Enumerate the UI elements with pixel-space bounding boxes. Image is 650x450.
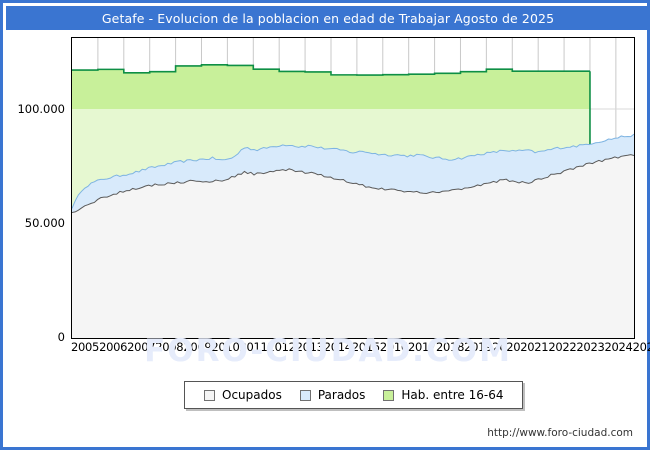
x-tick-label-2022: 2022 (548, 340, 577, 354)
x-tick-label-2010: 2010 (211, 340, 240, 354)
legend-item-ocupados[interactable]: Ocupados (204, 388, 282, 402)
footer-url: http://www.foro-ciudad.com (487, 427, 633, 439)
plot-area (71, 37, 635, 339)
series-parados (72, 133, 634, 213)
x-tick-label-2007: 2007 (127, 340, 156, 354)
legend-item-parados[interactable]: Parados (299, 388, 366, 402)
y-axis-labels: 100.000 50.000 0 (3, 3, 65, 363)
plot-canvas (71, 37, 635, 339)
parados-area-fill (72, 134, 634, 213)
ocupados-area-fill (72, 154, 634, 338)
legend-label-ocupados: Ocupados (222, 388, 282, 402)
y-tick-label-0: 0 (57, 330, 65, 344)
ocupados-line (72, 154, 634, 214)
legend-item-hab-16-64[interactable]: Hab. entre 16-64 (383, 388, 503, 402)
legend-swatch-ocupados (204, 389, 215, 401)
parados-line (72, 133, 634, 209)
window-title-bar: Getafe - Evolucion de la poblacion en ed… (6, 6, 650, 30)
hab-step-line (72, 63, 590, 76)
x-tick-label-2006: 2006 (99, 340, 128, 354)
x-tick-label-2015: 2015 (351, 340, 380, 354)
x-tick-label-2020: 2020 (492, 340, 521, 354)
x-tick-label-2024: 2024 (604, 340, 633, 354)
x-tick-label-2013: 2013 (295, 340, 324, 354)
x-tick-label-2009: 2009 (183, 340, 212, 354)
y-tick-label-100000: 100.000 (17, 102, 65, 116)
x-tick-label-2014: 2014 (323, 340, 352, 354)
page-title: Getafe - Evolucion de la poblacion en ed… (101, 10, 555, 26)
legend-label-parados: Parados (317, 388, 366, 402)
legend-label-hab-16-64: Hab. entre 16-64 (401, 388, 504, 402)
chart-legend: Ocupados Parados Hab. entre 16-64 (184, 381, 524, 409)
x-tick-label-2019: 2019 (464, 340, 493, 354)
x-tick-label-2018: 2018 (436, 340, 465, 354)
x-tick-label-2021: 2021 (520, 340, 549, 354)
x-tick-label-2005: 2005 (71, 340, 100, 354)
x-tick-label-2008: 2008 (155, 340, 184, 354)
x-tick-label-2023: 2023 (576, 340, 605, 354)
legend-swatch-parados (299, 389, 311, 401)
x-tick-label-2011: 2011 (239, 340, 268, 354)
series-ocupados (72, 154, 634, 338)
legend-swatch-hab-16-64 (383, 389, 395, 401)
y-tick-label-50000: 50.000 (24, 216, 65, 230)
x-tick-label-2016: 2016 (379, 340, 408, 354)
chart-svg (72, 38, 634, 338)
x-tick-label-2012: 2012 (267, 340, 296, 354)
x-tick-label-2025: 2025 (632, 340, 650, 354)
x-axis-labels: 2005 2006 2007 2008 2009 2010 2011 2012 2013 2014… (71, 340, 650, 358)
x-tick-label-2017: 2017 (407, 340, 437, 354)
